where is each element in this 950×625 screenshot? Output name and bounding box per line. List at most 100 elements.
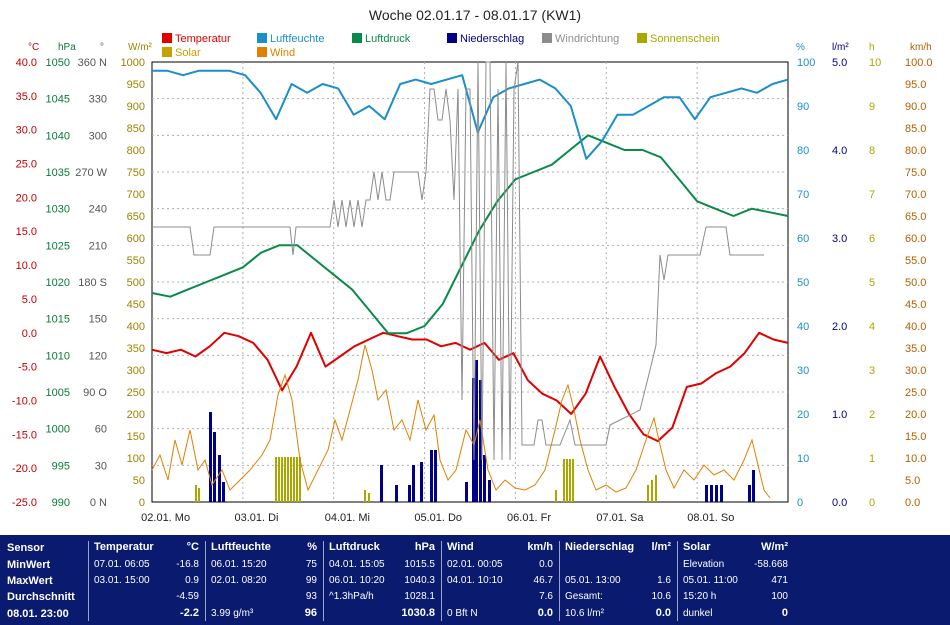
sunshine-bar-15 (566, 459, 568, 502)
precip-bar-7 (412, 465, 415, 502)
stats-luftfeuchte-value-3: 96 (304, 607, 317, 619)
sunshine-bar-2 (275, 457, 277, 502)
stats-solar-value-0: -58.668 (754, 559, 788, 570)
axis-tick-0-7: 5.0 (22, 294, 37, 306)
stats-solar-column: Solar W/m² Elevation -58.668 05.01. 11:00 471… (677, 541, 794, 621)
axis-tick-1-8: 1010 (46, 350, 70, 362)
axis-tick-7-19: 5.0 (905, 475, 920, 487)
axis-tick-3-9: 550 (127, 255, 145, 267)
axis-tick-2-0: 360 N (78, 57, 107, 69)
stats-wind-value-0: 0.0 (539, 559, 553, 570)
legend-label-1: Luftfeuchte (270, 33, 324, 45)
axis-tick-2-2: 300 (89, 130, 107, 142)
legend-label-6: Solar (175, 47, 201, 59)
precip-bar-3 (222, 482, 225, 502)
precip-bar-5 (395, 485, 398, 502)
axis-tick-2-8: 120 (89, 350, 107, 362)
stats-luftfeuchte-column: Luftfeuchte% 06.01. 15:20 75 02.01. 08:20 99… (205, 541, 323, 621)
axis-tick-7-4: 80.0 (905, 145, 926, 157)
series-line-wind (151, 344, 771, 499)
axis-tick-7-14: 30.0 (905, 365, 926, 377)
stats-niederschlag-header: Niederschlag (565, 541, 635, 553)
legend-swatch-7 (257, 47, 267, 57)
axis-tick-0-1: 35.0 (16, 91, 37, 103)
axis-tick-1-11: 995 (52, 460, 70, 472)
x-label-0: 02.01. Mo (141, 512, 190, 524)
axis-tick-7-5: 75.0 (905, 167, 926, 179)
stats-max-label: MaxWert (7, 575, 53, 587)
precip-bar-4 (380, 465, 383, 502)
axis-tick-3-19: 50 (133, 475, 145, 487)
stats-temperatur-value-1: 0.9 (185, 575, 199, 586)
axis-tick-1-5: 1025 (46, 240, 70, 252)
legend-label-0: Temperatur (175, 33, 231, 45)
stats-niederschlag-unit: l/m² (651, 541, 671, 553)
axis-tick-4-5: 50 (797, 277, 809, 289)
axis-tick-3-17: 150 (127, 431, 145, 443)
sunshine-bar-6 (287, 457, 289, 502)
stats-luftdruck-unit: hPa (414, 541, 435, 553)
sunshine-bar-1 (198, 488, 200, 502)
axis-unit-7: km/h (910, 42, 932, 53)
axis-tick-4-1: 90 (797, 101, 809, 113)
stats-wind-header: Wind (447, 541, 474, 553)
stats-niederschlag-value-3: 0.0 (655, 607, 671, 619)
axis-tick-2-6: 180 S (78, 277, 107, 289)
stats-current-label: 08.01. 23:00 (7, 608, 69, 620)
stats-temperatur-value-0: -16.8 (176, 559, 199, 570)
axis-tick-2-10: 60 (95, 424, 107, 436)
sunshine-bar-17 (572, 459, 574, 502)
axis-tick-7-8: 60.0 (905, 233, 926, 245)
precip-bar-11 (465, 482, 468, 502)
sunshine-bar-16 (569, 459, 571, 502)
axis-tick-2-4: 240 (89, 204, 107, 216)
axis-tick-5-5: 0.0 (832, 497, 847, 509)
grid (152, 62, 788, 502)
axis-tick-1-9: 1005 (46, 387, 70, 399)
axis-tick-7-12: 40.0 (905, 321, 926, 333)
axis-tick-0-2: 30.0 (16, 125, 37, 137)
axis-tick-1-12: 990 (52, 497, 70, 509)
series-line-windrichtung (152, 61, 764, 461)
stats-temperatur-column: Temperatur °C 07.01. 06:05 -16.8 03.01. 15:0… (88, 541, 205, 621)
stats-wind-unit: km/h (527, 541, 553, 553)
x-axis-labels: 02.01. Mo 03.01. Di 04.01. Mi 05.01. Do 06.0… (141, 512, 734, 524)
stats-solar-value-3: 0 (781, 607, 788, 619)
axis-tick-0-5: 15.0 (16, 226, 37, 238)
series-line-luftdruck (151, 134, 789, 335)
axis-unit-6: h (869, 42, 875, 53)
precip-bar-22 (752, 470, 755, 502)
precip-bar-14 (479, 380, 482, 502)
axis-tick-5-1: 4.0 (832, 145, 847, 157)
data-lines (151, 61, 789, 499)
axis-tick-6-6: 4 (869, 321, 875, 333)
axis-tick-6-8: 2 (869, 409, 875, 421)
stats-wind-value-2: 7.6 (539, 591, 553, 602)
stats-temperatur-value-3: -2.2 (180, 607, 199, 619)
legend-swatch-6 (162, 47, 172, 57)
axis-tick-3-20: 0 (139, 497, 145, 509)
axis-tick-1-2: 1040 (46, 130, 70, 142)
axis-tick-5-0: 5.0 (832, 57, 847, 69)
axis-unit-3: W/m² (128, 42, 153, 53)
axis-tick-7-1: 95.0 (905, 79, 926, 91)
stats-niederschlag-column: Niederschlag l/m² 05.01. 13:00 1.6 Gesamt: 10… (559, 541, 677, 621)
axis-tick-3-6: 700 (127, 189, 145, 201)
stats-luftfeuchte-header: Luftfeuchte (211, 541, 271, 553)
axis-tick-3-5: 750 (127, 167, 145, 179)
stats-solar-label-2: 15:20 h (683, 591, 717, 602)
stats-temperatur-unit: °C (186, 541, 199, 553)
axis-unit-0: °C (28, 42, 39, 53)
sunshine-bar-14 (563, 459, 565, 502)
x-label-5: 07.01. Sa (596, 512, 644, 524)
x-label-1: 03.01. Di (234, 512, 278, 524)
legend: Temperatur Luftfeuchte Luftdruck Niederschl… (162, 33, 720, 59)
axis-tick-3-3: 850 (127, 123, 145, 135)
axis-tick-6-4: 6 (869, 233, 875, 245)
stats-luftdruck-label-0: 04.01. 15:05 (329, 559, 385, 570)
axis-tick-7-15: 25.0 (905, 387, 926, 399)
sunshine-bar-8 (293, 457, 295, 502)
stats-solar-label-3: dunkel (683, 608, 713, 619)
legend-swatch-4 (542, 33, 552, 43)
axis-tick-4-4: 60 (797, 233, 809, 245)
